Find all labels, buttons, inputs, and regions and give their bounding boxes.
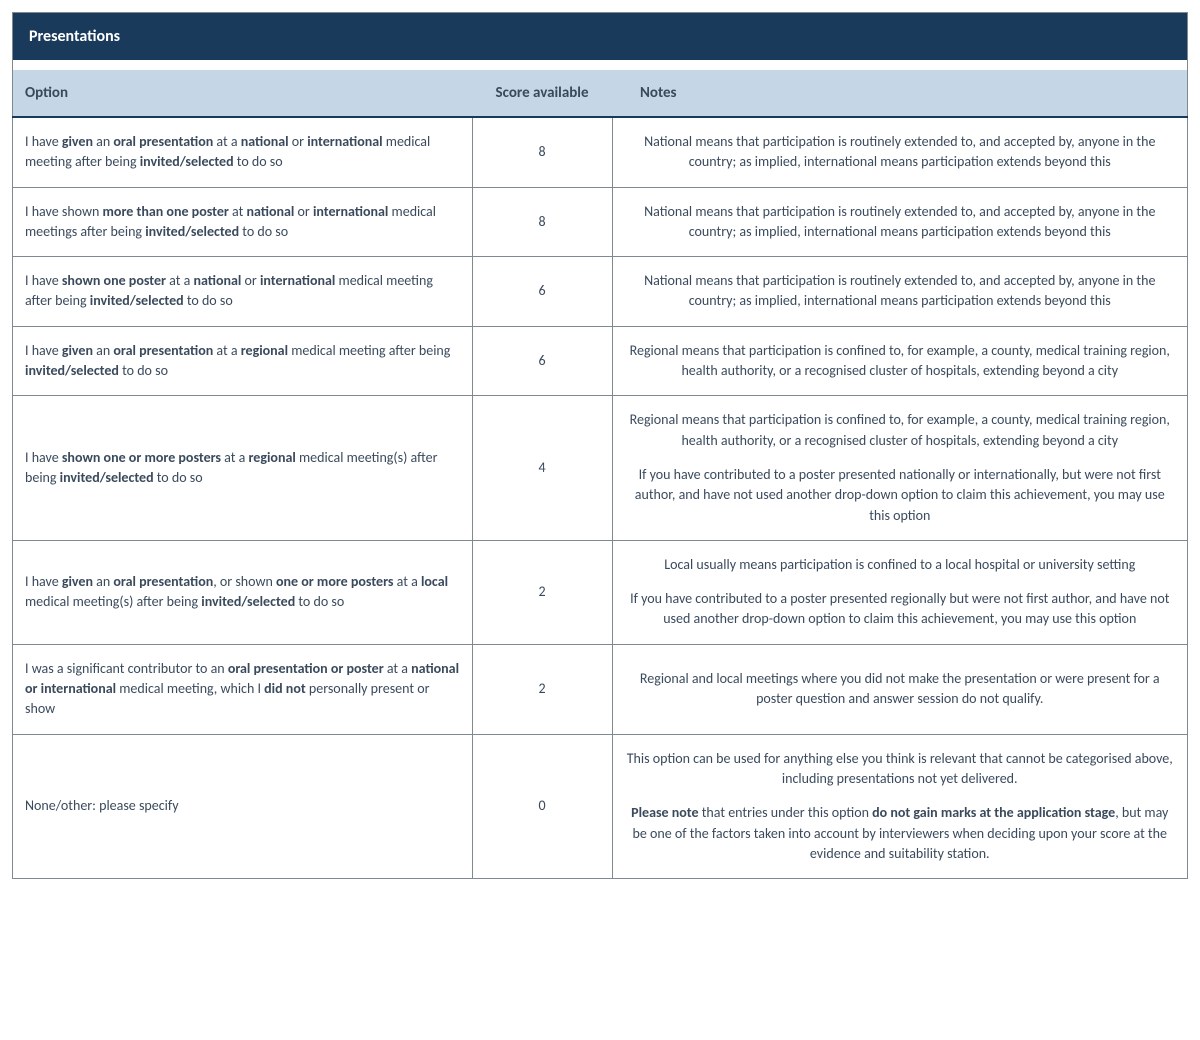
cell-notes: National means that participation is rou…	[612, 187, 1187, 257]
table-title: Presentations	[13, 13, 1188, 61]
cell-score: 2	[472, 540, 612, 644]
table-row: I have shown one or more posters at a re…	[13, 396, 1188, 540]
cell-option: I was a significant contributor to an or…	[13, 644, 473, 734]
cell-option: I have shown one or more posters at a re…	[13, 396, 473, 540]
cell-notes: Regional and local meetings where you di…	[612, 644, 1187, 734]
cell-option: I have given an oral presentation at a r…	[13, 326, 473, 396]
cell-notes: Local usually means participation is con…	[612, 540, 1187, 644]
cell-notes: National means that participation is rou…	[612, 257, 1187, 327]
column-header-notes: Notes	[612, 70, 1187, 117]
cell-option: I have given an oral presentation at a n…	[13, 117, 473, 187]
cell-option: None/other: please specify	[13, 734, 473, 878]
table-row: I was a significant contributor to an or…	[13, 644, 1188, 734]
cell-option: I have shown more than one poster at nat…	[13, 187, 473, 257]
cell-score: 4	[472, 396, 612, 540]
cell-score: 6	[472, 257, 612, 327]
table-row: I have given an oral presentation at a n…	[13, 117, 1188, 187]
cell-score: 8	[472, 117, 612, 187]
cell-score: 6	[472, 326, 612, 396]
table-title-row: Presentations	[13, 13, 1188, 61]
table-row: I have shown more than one poster at nat…	[13, 187, 1188, 257]
presentations-table: Presentations Option Score available Not…	[12, 12, 1188, 879]
cell-score: 8	[472, 187, 612, 257]
column-header-score: Score available	[472, 70, 612, 117]
cell-score: 2	[472, 644, 612, 734]
table-row: I have shown one poster at a national or…	[13, 257, 1188, 327]
cell-option: I have shown one poster at a national or…	[13, 257, 473, 327]
table-row: I have given an oral presentation, or sh…	[13, 540, 1188, 644]
table-header-row: Option Score available Notes	[13, 70, 1188, 117]
cell-notes: This option can be used for anything els…	[612, 734, 1187, 878]
cell-option: I have given an oral presentation, or sh…	[13, 540, 473, 644]
cell-notes: Regional means that participation is con…	[612, 396, 1187, 540]
cell-notes: National means that participation is rou…	[612, 117, 1187, 187]
cell-notes: Regional means that participation is con…	[612, 326, 1187, 396]
table-row: I have given an oral presentation at a r…	[13, 326, 1188, 396]
column-header-option: Option	[13, 70, 473, 117]
spacer-row	[13, 60, 1188, 70]
table-row: None/other: please specify0This option c…	[13, 734, 1188, 878]
cell-score: 0	[472, 734, 612, 878]
